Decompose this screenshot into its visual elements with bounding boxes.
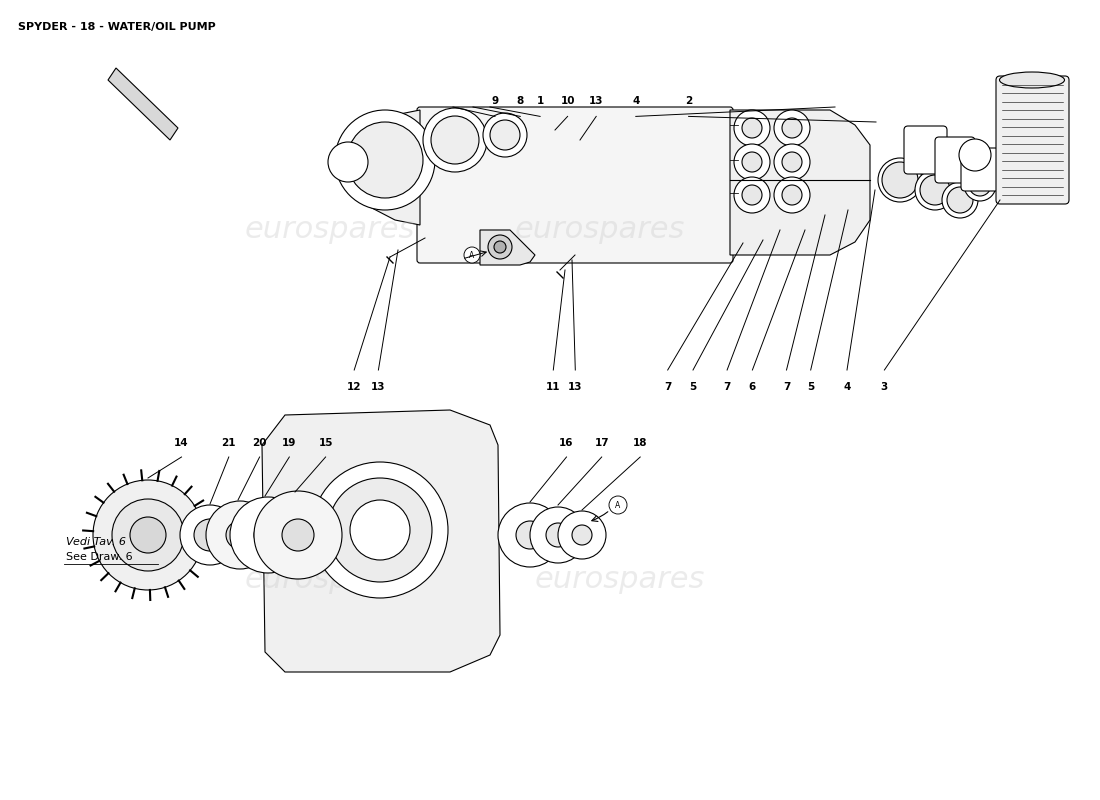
Text: 18: 18 — [632, 438, 648, 448]
Circle shape — [964, 169, 996, 201]
Circle shape — [558, 511, 606, 559]
Circle shape — [282, 519, 314, 551]
Circle shape — [734, 144, 770, 180]
Circle shape — [180, 505, 240, 565]
Text: 17: 17 — [594, 438, 609, 448]
Polygon shape — [350, 110, 420, 225]
Circle shape — [530, 507, 586, 563]
Circle shape — [782, 185, 802, 205]
Circle shape — [782, 152, 802, 172]
Polygon shape — [480, 230, 535, 265]
Circle shape — [882, 162, 918, 198]
Circle shape — [572, 525, 592, 545]
Text: 20: 20 — [252, 438, 267, 448]
Circle shape — [915, 170, 955, 210]
Circle shape — [350, 500, 410, 560]
Text: 6: 6 — [749, 382, 756, 392]
Text: 5: 5 — [690, 382, 696, 392]
Text: 7: 7 — [664, 382, 671, 392]
Text: eurospares: eurospares — [245, 215, 415, 245]
Circle shape — [498, 503, 562, 567]
Text: 13: 13 — [588, 96, 604, 106]
Circle shape — [774, 177, 810, 213]
Circle shape — [112, 499, 184, 571]
FancyBboxPatch shape — [935, 137, 975, 183]
Text: 19: 19 — [282, 438, 297, 448]
Circle shape — [130, 517, 166, 553]
Circle shape — [942, 182, 978, 218]
Circle shape — [206, 501, 274, 569]
Circle shape — [490, 120, 520, 150]
Circle shape — [483, 113, 527, 157]
Text: 8: 8 — [517, 96, 524, 106]
Text: 13: 13 — [568, 382, 583, 392]
Circle shape — [312, 462, 448, 598]
Circle shape — [494, 241, 506, 253]
Circle shape — [226, 521, 254, 549]
Text: 10: 10 — [560, 96, 575, 106]
Polygon shape — [730, 110, 870, 255]
Circle shape — [947, 187, 974, 213]
Circle shape — [194, 519, 226, 551]
Text: 14: 14 — [174, 438, 189, 448]
Circle shape — [424, 108, 487, 172]
Circle shape — [94, 480, 204, 590]
Text: eurospares: eurospares — [515, 215, 685, 245]
Circle shape — [488, 235, 512, 259]
Text: eurospares: eurospares — [245, 566, 415, 594]
Text: 2: 2 — [685, 96, 692, 106]
Text: 9: 9 — [492, 96, 498, 106]
Text: 7: 7 — [724, 382, 730, 392]
Circle shape — [254, 491, 342, 579]
Polygon shape — [262, 410, 500, 672]
Circle shape — [774, 110, 810, 146]
Text: 1: 1 — [537, 96, 543, 106]
Text: 11: 11 — [546, 382, 561, 392]
Text: 7: 7 — [783, 382, 790, 392]
Text: 4: 4 — [844, 382, 850, 392]
Text: 4: 4 — [632, 96, 639, 106]
FancyBboxPatch shape — [996, 76, 1069, 204]
Circle shape — [328, 142, 369, 182]
Circle shape — [742, 152, 762, 172]
Text: Vedi Tav. 6: Vedi Tav. 6 — [66, 538, 126, 547]
Circle shape — [969, 174, 991, 196]
Polygon shape — [108, 68, 178, 140]
Circle shape — [464, 247, 480, 263]
Text: A: A — [615, 501, 620, 510]
Circle shape — [328, 478, 432, 582]
Circle shape — [254, 521, 282, 549]
Circle shape — [774, 144, 810, 180]
Text: 3: 3 — [881, 382, 888, 392]
Text: 12: 12 — [346, 382, 362, 392]
Text: 16: 16 — [559, 438, 574, 448]
Circle shape — [878, 158, 922, 202]
FancyBboxPatch shape — [417, 107, 733, 263]
Circle shape — [346, 122, 424, 198]
Text: 21: 21 — [221, 438, 236, 448]
Text: See Draw. 6: See Draw. 6 — [66, 552, 133, 562]
Circle shape — [742, 118, 762, 138]
Text: 5: 5 — [807, 382, 814, 392]
Circle shape — [742, 185, 762, 205]
Text: SPYDER - 18 - WATER/OIL PUMP: SPYDER - 18 - WATER/OIL PUMP — [18, 22, 216, 32]
Circle shape — [782, 118, 802, 138]
Text: A: A — [470, 250, 474, 259]
Circle shape — [920, 175, 950, 205]
Circle shape — [516, 521, 544, 549]
Circle shape — [336, 110, 434, 210]
Circle shape — [734, 177, 770, 213]
Circle shape — [734, 110, 770, 146]
Circle shape — [546, 523, 570, 547]
Text: eurospares: eurospares — [535, 566, 705, 594]
Text: 15: 15 — [318, 438, 333, 448]
Circle shape — [230, 497, 306, 573]
Circle shape — [609, 496, 627, 514]
Text: 13: 13 — [371, 382, 386, 392]
FancyBboxPatch shape — [961, 148, 999, 191]
FancyBboxPatch shape — [904, 126, 947, 174]
Circle shape — [959, 139, 991, 171]
Circle shape — [431, 116, 478, 164]
Ellipse shape — [1000, 72, 1065, 88]
